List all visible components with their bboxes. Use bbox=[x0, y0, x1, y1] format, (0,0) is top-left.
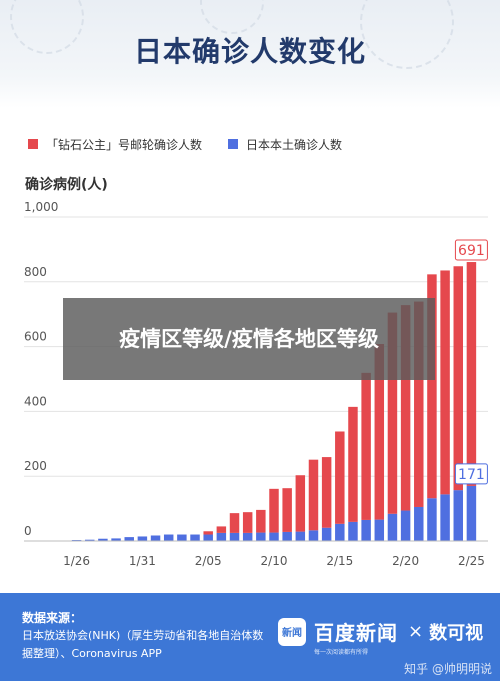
bar-cruise bbox=[229, 513, 240, 533]
footer: 数据来源： 日本放送协会(NHK)（厚生劳动省和各地自治体数据整理）、Coron… bbox=[0, 593, 500, 681]
bar-domestic bbox=[321, 527, 332, 541]
bar-domestic bbox=[427, 498, 437, 541]
source-title: 数据来源： bbox=[22, 611, 83, 625]
bar-domestic bbox=[269, 532, 279, 541]
x-tick-label: 2/15 bbox=[326, 554, 353, 568]
bar-cruise bbox=[282, 488, 292, 532]
legend-label-domestic: 日本本土确诊人数 bbox=[246, 137, 343, 152]
bar-cruise bbox=[400, 305, 411, 511]
brand-subtitle: 每一次阅读都有所得 bbox=[314, 649, 369, 656]
page-title: 日本确诊人数变化 bbox=[133, 35, 366, 68]
bar-cruise bbox=[308, 459, 319, 531]
bar-domestic bbox=[374, 519, 385, 541]
x-tick-label: 2/20 bbox=[392, 554, 419, 568]
legend-item-cruise: 「钻石公主」号邮轮确诊人数 bbox=[28, 136, 202, 153]
bar-domestic bbox=[308, 530, 319, 541]
x-tick-label: 1/26 bbox=[63, 554, 90, 568]
bar-cruise bbox=[387, 312, 398, 514]
virus-decoration bbox=[200, 0, 264, 34]
chart-legend: 「钻石公主」号邮轮确诊人数 日本本土确诊人数 bbox=[28, 134, 368, 154]
bar-chart: 0 200 400 600 800 1,000 1/26 1/31 2/05 2/10 2/15 2/… bbox=[24, 200, 488, 568]
bar-domestic bbox=[85, 539, 95, 541]
bar-cruise bbox=[321, 457, 332, 528]
bar-domestic bbox=[387, 513, 398, 541]
bar-domestic bbox=[111, 538, 121, 541]
bar-cruise bbox=[269, 488, 279, 533]
y-axis-label: 确诊病例(人) bbox=[25, 177, 108, 193]
x-tick-label: 2/05 bbox=[195, 554, 222, 568]
bar-domestic bbox=[335, 523, 345, 541]
header-banner: 日本确诊人数变化 bbox=[0, 0, 500, 108]
bar-domestic bbox=[400, 510, 411, 541]
bar-cruise bbox=[348, 406, 358, 522]
x-tick-label: 2/25 bbox=[458, 554, 485, 568]
bar-cruise bbox=[242, 512, 253, 533]
bar-cruise bbox=[295, 475, 306, 532]
bar-cruise bbox=[256, 509, 266, 533]
legend-swatch-domestic bbox=[228, 139, 239, 149]
bar-domestic bbox=[150, 535, 161, 541]
bar-domestic bbox=[163, 534, 174, 541]
bar-domestic bbox=[203, 534, 213, 541]
bar-domestic bbox=[229, 532, 240, 541]
legend-item-domestic: 日本本土确诊人数 bbox=[228, 136, 342, 153]
value-label: 691 bbox=[458, 243, 485, 259]
value-label: 171 bbox=[458, 467, 485, 483]
news-app-icon: 新闻 bbox=[278, 617, 306, 646]
bar-cruise bbox=[466, 262, 477, 486]
bar-cruise bbox=[335, 431, 345, 524]
bar-domestic bbox=[256, 532, 266, 541]
bar-cruise bbox=[203, 531, 213, 535]
overlay-caption: 疫情区等级/疫情各地区等级 bbox=[63, 298, 435, 380]
bar-domestic bbox=[242, 532, 253, 541]
bar-domestic bbox=[98, 538, 108, 541]
bar-domestic bbox=[216, 532, 227, 541]
x-tick-label: 1/31 bbox=[129, 554, 156, 568]
bar-cruise bbox=[414, 301, 424, 507]
bar-domestic bbox=[414, 506, 424, 541]
x-tick-label: 2/10 bbox=[261, 554, 288, 568]
y-tick-label: 200 bbox=[24, 459, 47, 473]
value-label-box bbox=[454, 463, 488, 485]
y-tick-label: 400 bbox=[24, 394, 47, 408]
value-label-box bbox=[454, 239, 488, 261]
bar-cruise bbox=[361, 372, 371, 520]
y-tick-label: 600 bbox=[24, 330, 47, 344]
bar-domestic bbox=[124, 537, 134, 541]
bar-cruise bbox=[440, 270, 450, 495]
watermark: 知乎 @帅明明说 bbox=[404, 662, 492, 676]
brand-name: 百度新闻 bbox=[314, 621, 398, 645]
bar-domestic bbox=[466, 485, 477, 541]
bar-cruise bbox=[216, 526, 227, 533]
bar-domestic bbox=[361, 519, 371, 541]
bar-domestic bbox=[177, 534, 187, 541]
bar-domestic bbox=[440, 494, 450, 541]
y-tick-label: 800 bbox=[24, 265, 47, 279]
bar-domestic bbox=[348, 521, 358, 541]
brand-logo: 新闻 百度新闻 每一次阅读都有所得 × 数可视 bbox=[278, 617, 484, 656]
bar-domestic bbox=[295, 531, 306, 541]
brand-separator: × bbox=[408, 621, 424, 642]
source-text: 日本放送协会(NHK)（厚生劳动省和各地自治体数据整理）、Coronavirus… bbox=[22, 629, 264, 660]
legend-label-cruise: 「钻石公主」号邮轮确诊人数 bbox=[46, 137, 203, 152]
bar-cruise bbox=[374, 344, 385, 520]
bar-domestic bbox=[190, 534, 200, 541]
legend-swatch-cruise bbox=[28, 139, 38, 149]
bar-domestic bbox=[137, 536, 148, 541]
y-tick-label: 1,000 bbox=[24, 200, 58, 214]
partner-logo: 数可视 bbox=[429, 622, 484, 644]
bar-cruise bbox=[427, 274, 437, 499]
bar-domestic bbox=[282, 531, 292, 541]
y-tick-label: 0 bbox=[24, 524, 32, 538]
bar-cruise bbox=[453, 266, 463, 491]
bar-domestic bbox=[453, 490, 463, 541]
